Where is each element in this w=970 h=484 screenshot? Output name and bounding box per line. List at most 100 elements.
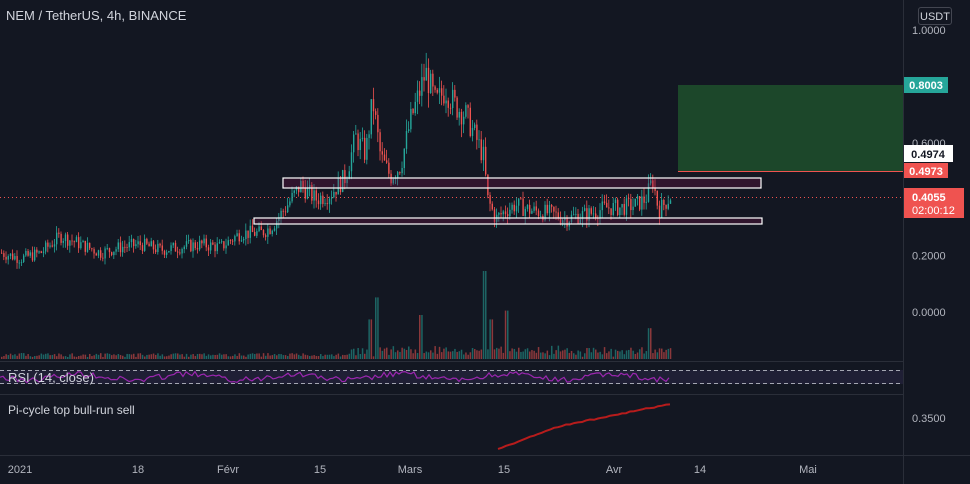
candle-body (78, 237, 80, 249)
candle-body (641, 196, 643, 210)
volume-bar (229, 356, 232, 359)
volume-bar (390, 349, 392, 359)
volume-bar (100, 353, 102, 359)
symbol-title[interactable]: NEM / TetherUS, 4h, BINANCE (6, 8, 187, 23)
volume-bar (293, 354, 296, 359)
volume-bar (652, 353, 654, 359)
candle-body (423, 77, 425, 81)
candle-body (636, 196, 639, 199)
resistance-box[interactable] (282, 177, 762, 189)
volume-bar (427, 352, 430, 359)
candle-body (335, 191, 337, 195)
volume-bar (247, 354, 249, 359)
candle-body (621, 204, 623, 208)
candle-body (328, 198, 331, 205)
volume-bar (478, 350, 480, 359)
candle-body (306, 187, 309, 199)
volume-bar (533, 350, 535, 359)
volume-bar (487, 349, 489, 359)
volume-bar (282, 355, 285, 359)
volume-bar (18, 353, 21, 359)
volume-bar (203, 353, 205, 359)
volume-bar (452, 351, 454, 359)
volume-bar (537, 347, 540, 359)
volume-bar (436, 353, 439, 359)
volume-bar (542, 352, 544, 359)
volume-bar (546, 350, 549, 359)
candle-body (166, 252, 168, 255)
time-axis-tick: Févr (217, 464, 239, 476)
volume-bar (207, 354, 210, 359)
volume-bar (348, 353, 351, 359)
svg-text:02:00:12: 02:00:12 (912, 205, 955, 217)
volume-bar (212, 354, 214, 359)
candle-body (282, 210, 284, 212)
candle-body (196, 248, 199, 250)
volume-bar (388, 354, 390, 359)
candle-body (91, 248, 93, 250)
volume-bar (256, 353, 258, 359)
candle-body (342, 170, 344, 193)
candle-body (487, 174, 489, 196)
candle-body (344, 170, 346, 184)
volume-bar (117, 353, 120, 359)
candle-body (364, 137, 366, 160)
candle-body (377, 114, 379, 133)
volume-bar (634, 353, 637, 359)
time-axis-tick: 15 (498, 464, 510, 476)
volume-bar (328, 354, 331, 359)
volume-bar (639, 349, 641, 359)
volume-bar (628, 349, 630, 359)
time-axis-tick: 15 (314, 464, 326, 476)
candle-body (401, 167, 403, 174)
volume-bar (104, 353, 106, 359)
long-target-zone[interactable] (678, 85, 903, 171)
candle-body (623, 204, 625, 215)
volume-bar (324, 354, 326, 359)
rsi-label[interactable]: RSI (14, close) (8, 370, 94, 385)
volume-bar (205, 355, 208, 359)
volume-bar (423, 353, 425, 359)
support-box[interactable] (253, 217, 763, 225)
volume-bar (3, 355, 5, 359)
candle-body (617, 199, 619, 216)
volume-bar (511, 348, 513, 359)
rsi-band (0, 370, 903, 384)
volume-bar (410, 349, 412, 359)
volume-bar (51, 354, 54, 359)
candle-body (256, 231, 258, 236)
volume-bar (553, 353, 555, 359)
candle-body (359, 138, 361, 151)
candle-body (45, 242, 47, 252)
candle-body (161, 245, 163, 251)
candle-body (137, 241, 139, 245)
candle-body (269, 228, 271, 234)
candle-body (405, 131, 408, 149)
volume-bar (476, 350, 478, 359)
volume-bar (513, 348, 516, 359)
pi-cycle-label[interactable]: Pi-cycle top bull-run sell (8, 403, 135, 417)
volume-bar (625, 350, 628, 359)
candle-body (260, 226, 262, 231)
volume-bar (636, 352, 639, 359)
candle-body (619, 207, 621, 216)
volume-bar (269, 355, 271, 359)
currency-button[interactable]: USDT (918, 7, 952, 25)
candle-body (302, 180, 304, 188)
target-tag: 0.8003 (904, 77, 948, 93)
volume-bar (375, 297, 377, 359)
candle-body (234, 236, 236, 242)
candle-body (64, 234, 67, 242)
volume-bar (223, 354, 225, 359)
volume-bar (588, 348, 590, 359)
volume-bar (238, 353, 241, 359)
volume-bar (280, 354, 282, 359)
candle-body (419, 90, 421, 96)
volume-bar (669, 348, 672, 359)
volume-bar (148, 354, 150, 359)
volume-bar (47, 353, 49, 359)
candle-body (27, 250, 29, 256)
volume-bar (287, 356, 289, 359)
candle-body (102, 257, 104, 259)
